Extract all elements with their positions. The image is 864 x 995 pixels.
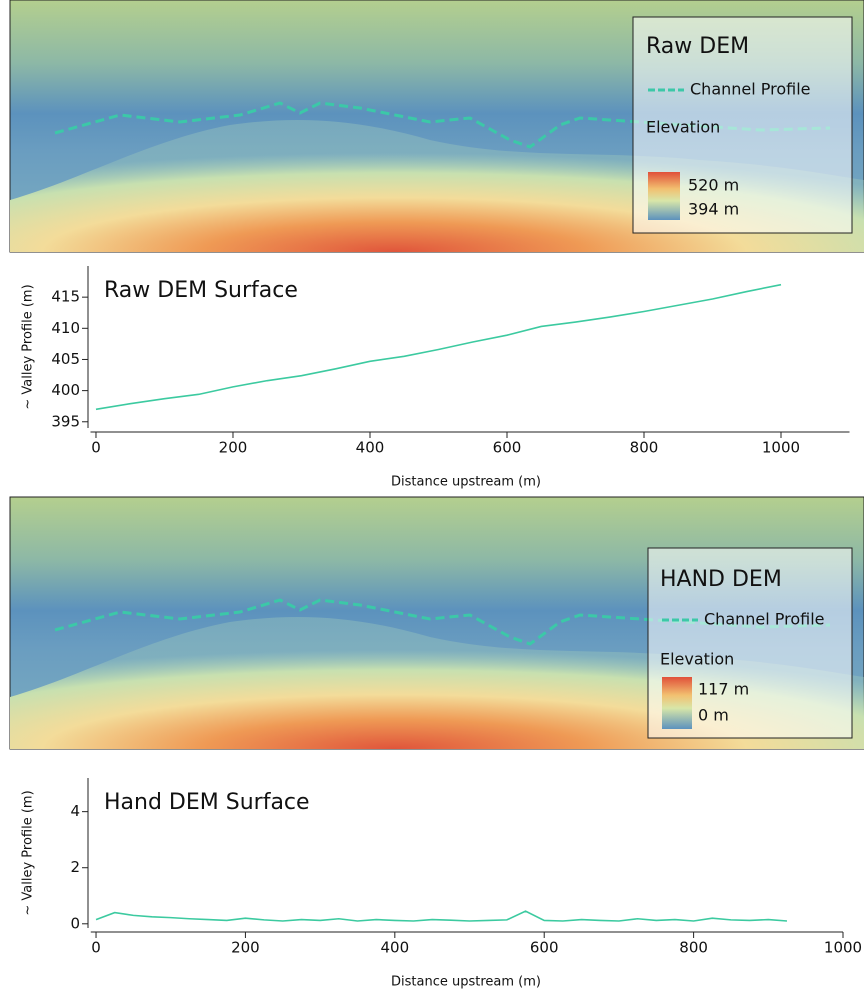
x-axis-label: Distance upstream (m) (391, 975, 541, 990)
x-tick-label: 400 (380, 939, 409, 957)
series-line (95, 910, 788, 922)
colorbar-label: 520 m (688, 176, 739, 195)
x-tick-label: 1000 (824, 939, 862, 957)
x-tick-label: 600 (493, 439, 522, 457)
x-tick-label: 1000 (762, 439, 800, 457)
x-tick-label: 800 (679, 939, 708, 957)
y-tick-label: 395 (51, 412, 80, 430)
colorbar-title: Elevation (660, 650, 734, 669)
y-tick-label: 0 (70, 914, 80, 932)
legend-raw: Raw DEM Channel Profile Elevation 520 m … (632, 16, 853, 234)
chart-title: Hand DEM Surface (104, 790, 310, 815)
colorbar-label: 117 m (698, 680, 749, 699)
legend-hand: HAND DEM Channel Profile Elevation 117 m… (647, 547, 853, 739)
y-axis-label: ~ Valley Profile (m) (21, 790, 36, 915)
colorbar-label: 394 m (688, 200, 739, 219)
x-tick-label: 600 (530, 939, 559, 957)
series-line (95, 283, 782, 411)
legend-label: Channel Profile (704, 610, 825, 629)
chart-title: Raw DEM Surface (104, 278, 298, 303)
y-tick-label: 400 (51, 381, 80, 399)
x-tick-label: 400 (356, 439, 385, 457)
legend-label: Channel Profile (690, 80, 811, 99)
x-axis-label: Distance upstream (m) (391, 475, 541, 490)
x-tick-label: 200 (219, 439, 248, 457)
legend-title: Raw DEM (646, 34, 749, 59)
colorbar-label: 0 m (698, 706, 729, 725)
y-tick-label: 4 (70, 802, 80, 820)
y-axis-label: ~ Valley Profile (m) (21, 284, 36, 409)
colorbar-title: Elevation (646, 118, 720, 137)
y-tick-label: 415 (51, 288, 80, 306)
y-tick-label: 2 (70, 858, 80, 876)
x-tick-label: 0 (91, 939, 101, 957)
y-tick-label: 405 (51, 350, 80, 368)
x-tick-label: 800 (630, 439, 659, 457)
x-tick-label: 200 (231, 939, 260, 957)
y-tick-label: 410 (51, 319, 80, 337)
legend-title: HAND DEM (660, 567, 782, 592)
x-tick-label: 0 (91, 439, 101, 457)
